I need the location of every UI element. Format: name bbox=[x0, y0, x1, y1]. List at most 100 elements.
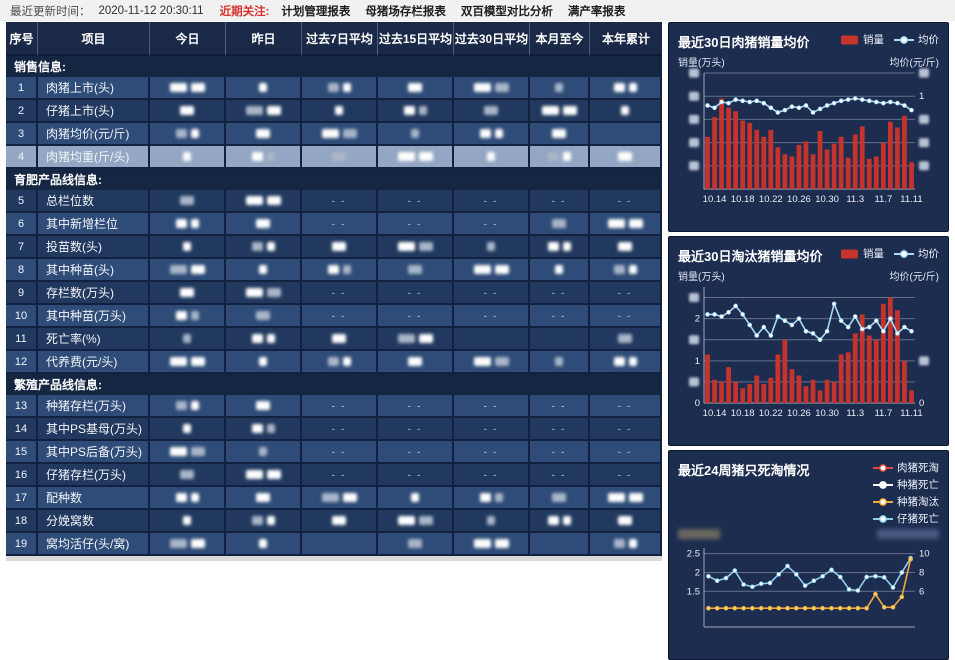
value-cell bbox=[302, 533, 378, 556]
row-number: 3 bbox=[6, 123, 38, 146]
table-row[interactable]: 14 其中PS基母(万头) - -- -- -- -- - bbox=[6, 418, 662, 441]
table-row[interactable]: 3 肉猪均价(元/斤) bbox=[6, 123, 662, 146]
value-cell bbox=[378, 487, 454, 510]
value-cell bbox=[530, 236, 590, 259]
value-cell bbox=[378, 100, 454, 123]
value-cell bbox=[226, 213, 302, 236]
row-item-label: 其中种苗(万头) bbox=[38, 305, 150, 328]
col-header-15day-avg: 过去15日平均 bbox=[378, 22, 454, 56]
value-cell bbox=[226, 464, 302, 487]
value-cell bbox=[454, 351, 530, 374]
table-row[interactable]: 16 仔猪存栏(万头) - -- -- -- -- - bbox=[6, 464, 662, 487]
section-row: 销售信息: bbox=[6, 56, 662, 77]
value-cell bbox=[226, 146, 302, 169]
col-header-item: 项目 bbox=[38, 22, 150, 56]
svg-text:1: 1 bbox=[919, 91, 924, 102]
table-row[interactable]: 5 总栏位数 - -- -- -- -- - bbox=[6, 190, 662, 213]
legend-item-均价[interactable]: 均价 bbox=[894, 246, 939, 261]
legend-item-销量[interactable]: 销量 bbox=[841, 246, 884, 261]
row-number: 11 bbox=[6, 328, 38, 351]
value-cell bbox=[530, 123, 590, 146]
legend-item-均价[interactable]: 均价 bbox=[894, 32, 939, 47]
svg-text:1.5: 1.5 bbox=[687, 586, 700, 597]
value-cell bbox=[590, 487, 662, 510]
value-cell bbox=[454, 77, 530, 100]
link-model-compare-report[interactable]: 双百模型对比分析 bbox=[460, 5, 553, 18]
legend-item-肉猪死淘[interactable]: 肉猪死淘 bbox=[873, 460, 939, 475]
value-cell: - - bbox=[590, 282, 662, 305]
value-cell: - - bbox=[378, 190, 454, 213]
row-item-label: 窝均活仔(头/窝) bbox=[38, 533, 150, 556]
value-cell: - - bbox=[454, 441, 530, 464]
table-row[interactable]: 6 其中新增栏位 - -- -- - bbox=[6, 213, 662, 236]
value-cell bbox=[150, 77, 226, 100]
value-cell: - - bbox=[590, 464, 662, 487]
value-cell: - - bbox=[378, 305, 454, 328]
chart-legend: 销量 均价 bbox=[841, 246, 939, 261]
link-plan-report[interactable]: 计划管理报表 bbox=[281, 5, 351, 18]
table-row[interactable]: 19 窝均活仔(头/窝) bbox=[6, 533, 662, 556]
table-row[interactable]: 4 肉猪均重(斤/头) bbox=[6, 146, 662, 169]
panel-cull-pig-sales-price: 最近30日淘汰猪销量均价 销量 均价 销量(万头) 均价(元/斤) 0 1 2 0 10.… bbox=[668, 236, 949, 446]
table-row[interactable]: 13 种猪存栏(万头) - -- -- -- -- - bbox=[6, 395, 662, 418]
value-cell: - - bbox=[590, 418, 662, 441]
value-cell bbox=[590, 236, 662, 259]
legend-item-仔猪死亡[interactable]: 仔猪死亡 bbox=[873, 511, 939, 526]
row-item-label: 仔猪存栏(万头) bbox=[38, 464, 150, 487]
svg-text:11.11: 11.11 bbox=[900, 408, 922, 419]
svg-text:1: 1 bbox=[695, 356, 700, 367]
row-item-label: 总栏位数 bbox=[38, 190, 150, 213]
value-cell bbox=[378, 351, 454, 374]
table-row[interactable]: 10 其中种苗(万头) - -- -- -- -- - bbox=[6, 305, 662, 328]
value-cell bbox=[226, 328, 302, 351]
svg-text:11.3: 11.3 bbox=[846, 194, 864, 205]
table-row[interactable]: 15 其中PS后备(万头) - -- -- -- -- - bbox=[6, 441, 662, 464]
value-cell: - - bbox=[378, 464, 454, 487]
value-cell bbox=[454, 123, 530, 146]
y-axis-right-label: 均价(元/斤) bbox=[889, 58, 939, 69]
value-cell bbox=[302, 123, 378, 146]
svg-text:10.30: 10.30 bbox=[815, 408, 839, 419]
table-row[interactable]: 17 配种数 bbox=[6, 487, 662, 510]
table-row[interactable]: 1 肉猪上市(头) bbox=[6, 77, 662, 100]
value-cell bbox=[302, 259, 378, 282]
legend-item-销量[interactable]: 销量 bbox=[841, 32, 884, 47]
table-row[interactable]: 12 代养费(元/头) bbox=[6, 351, 662, 374]
table-row[interactable]: 18 分娩窝数 bbox=[6, 510, 662, 533]
legend-bar-icon bbox=[841, 249, 858, 258]
col-header-month-to-date: 本月至今 bbox=[530, 22, 590, 56]
row-item-label: 肉猪均重(斤/头) bbox=[38, 146, 150, 169]
value-cell bbox=[150, 259, 226, 282]
col-header-7day-avg: 过去7日平均 bbox=[302, 22, 378, 56]
svg-text:10.18: 10.18 bbox=[731, 194, 755, 205]
row-number: 13 bbox=[6, 395, 38, 418]
top-bar: 最近更新时间： 2020-11-12 20:30:11 近期关注: 计划管理报表… bbox=[0, 0, 955, 21]
value-cell: - - bbox=[454, 464, 530, 487]
table-row[interactable]: 7 投苗数(头) bbox=[6, 236, 662, 259]
value-cell: - - bbox=[454, 305, 530, 328]
value-cell: - - bbox=[378, 213, 454, 236]
value-cell: - - bbox=[530, 464, 590, 487]
value-cell: - - bbox=[454, 395, 530, 418]
svg-text:11.11: 11.11 bbox=[900, 194, 922, 205]
link-capacity-report[interactable]: 满产率报表 bbox=[567, 5, 626, 18]
value-cell bbox=[530, 259, 590, 282]
legend-item-种猪死亡[interactable]: 种猪死亡 bbox=[873, 477, 939, 492]
row-number: 4 bbox=[6, 146, 38, 169]
value-cell bbox=[150, 395, 226, 418]
horizontal-scrollbar[interactable] bbox=[6, 556, 662, 561]
table-row[interactable]: 11 死亡率(%) bbox=[6, 328, 662, 351]
svg-text:10.22: 10.22 bbox=[759, 194, 783, 205]
legend-item-种猪淘汰[interactable]: 种猪淘汰 bbox=[873, 494, 939, 509]
value-cell bbox=[590, 100, 662, 123]
link-sow-farm-report[interactable]: 母猪场存栏报表 bbox=[365, 5, 446, 18]
table-row[interactable]: 9 存栏数(万头) - -- -- -- -- - bbox=[6, 282, 662, 305]
value-cell: - - bbox=[530, 418, 590, 441]
value-cell: - - bbox=[590, 395, 662, 418]
table-row[interactable]: 8 其中种苗(头) bbox=[6, 259, 662, 282]
chart-title: 最近30日淘汰猪销量均价 bbox=[678, 249, 823, 264]
legend-line-icon bbox=[873, 497, 893, 506]
svg-text:10.18: 10.18 bbox=[731, 408, 755, 419]
table-row[interactable]: 2 仔猪上市(头) bbox=[6, 100, 662, 123]
